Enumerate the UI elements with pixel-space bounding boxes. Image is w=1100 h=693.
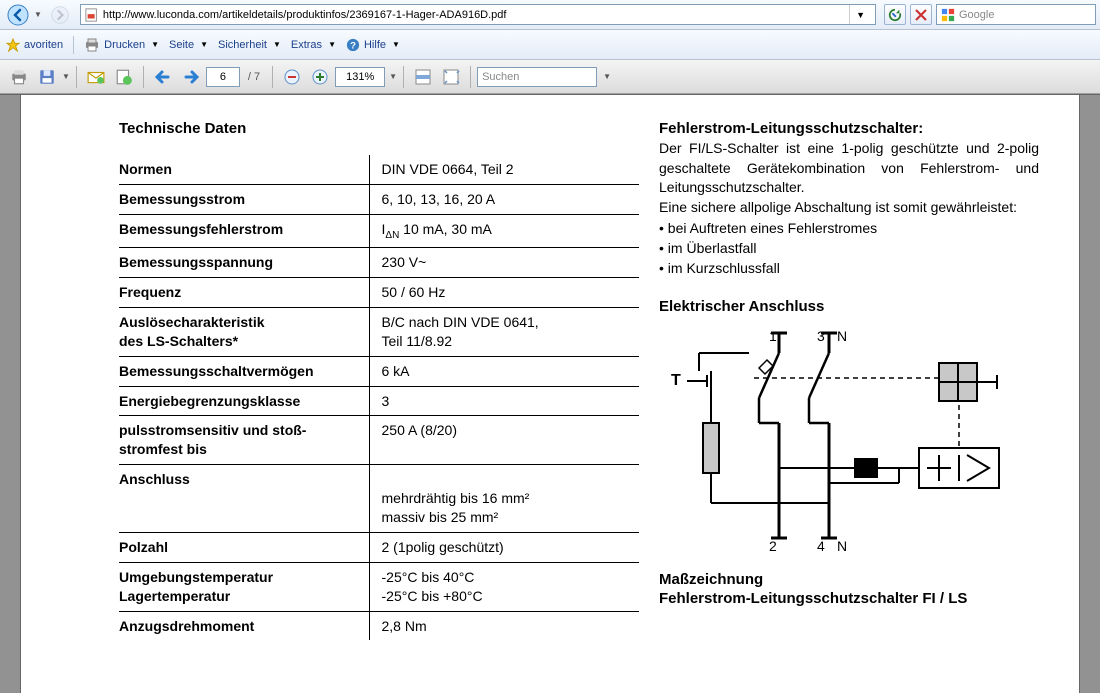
help-menu[interactable]: ? Hilfe▼ — [346, 38, 400, 52]
save-dropdown[interactable]: ▼ — [62, 72, 70, 81]
zoom-dropdown[interactable]: ▼ — [389, 72, 397, 81]
zoom-out-button[interactable] — [279, 64, 305, 90]
pdf-print-button[interactable] — [6, 64, 32, 90]
browser-search-box[interactable]: Google — [936, 4, 1096, 25]
table-row: Polzahl2 (1polig geschützt) — [119, 532, 639, 562]
svg-text:?: ? — [350, 40, 356, 51]
table-row: Bemessungsspannung230 V~ — [119, 248, 639, 278]
favorites-menu[interactable]: avoriten — [6, 38, 63, 52]
separator — [73, 36, 74, 54]
search-dropdown[interactable]: ▼ — [603, 72, 611, 81]
table-row: Auslösecharakteristikdes LS-Schalters*B/… — [119, 307, 639, 356]
browser-address-bar: ▼ ▼ Google — [0, 0, 1100, 30]
forward-button[interactable] — [46, 3, 74, 27]
dimension-subheading: Fehlerstrom-Leitungsschutzschalter FI / … — [659, 590, 1039, 607]
table-row: Frequenz50 / 60 Hz — [119, 277, 639, 307]
back-button[interactable] — [4, 3, 32, 27]
svg-text:4: 4 — [817, 538, 825, 553]
pdf-viewport[interactable]: Technische Daten NormenDIN VDE 0664, Tei… — [0, 94, 1100, 693]
svg-text:1: 1 — [769, 328, 777, 344]
zoom-in-button[interactable] — [307, 64, 333, 90]
browser-menu-bar: avoriten Drucken▼ Seite▼ Sicherheit▼ Ext… — [0, 30, 1100, 60]
table-row: pulsstromsensitiv und stoß-stromfest bis… — [119, 416, 639, 465]
svg-text:T: T — [671, 372, 681, 389]
bullet-list: • bei Auftreten eines Fehlerstromes • im… — [659, 219, 1039, 278]
table-row: Anzugsdrehmoment2,8 Nm — [119, 611, 639, 640]
rcbo-description-2: Eine sichere allpolige Abschaltung ist s… — [659, 198, 1039, 218]
refresh-button[interactable] — [884, 4, 906, 25]
svg-text:N: N — [837, 328, 847, 344]
star-icon — [6, 38, 20, 52]
pdf-attach-button[interactable] — [111, 64, 137, 90]
table-row: BemessungsfehlerstromIΔN 10 mA, 30 mA — [119, 214, 639, 247]
pdf-favicon-icon — [85, 8, 99, 22]
google-icon — [941, 8, 955, 22]
pdf-toolbar: ▼ / 7 ▼ Suchen ▼ — [0, 60, 1100, 94]
bullet-item: • im Überlastfall — [659, 239, 1039, 259]
fit-page-button[interactable] — [438, 64, 464, 90]
address-input-container[interactable]: ▼ — [80, 4, 876, 25]
safety-menu[interactable]: Sicherheit▼ — [218, 39, 281, 51]
tech-data-table: NormenDIN VDE 0664, Teil 2 Bemessungsstr… — [119, 155, 639, 640]
pdf-page: Technische Daten NormenDIN VDE 0664, Tei… — [20, 94, 1080, 693]
svg-text:2: 2 — [769, 538, 777, 553]
fit-width-button[interactable] — [410, 64, 436, 90]
help-icon: ? — [346, 38, 360, 52]
prev-page-button[interactable] — [150, 64, 176, 90]
bullet-item: • bei Auftreten eines Fehlerstromes — [659, 219, 1039, 239]
back-dropdown[interactable]: ▼ — [34, 10, 42, 19]
connection-heading: Elektrischer Anschluss — [659, 298, 1039, 315]
rcbo-description: Der FI/LS-Schalter ist eine 1-polig gesc… — [659, 139, 1039, 198]
page-menu[interactable]: Seite▼ — [169, 39, 208, 51]
pdf-save-button[interactable] — [34, 64, 60, 90]
table-row: Bemessungsstrom6, 10, 13, 16, 20 A — [119, 184, 639, 214]
stop-button[interactable] — [910, 4, 932, 25]
next-page-button[interactable] — [178, 64, 204, 90]
rcbo-heading: Fehlerstrom-Leitungsschutzschalter: — [659, 120, 1039, 137]
table-row: NormenDIN VDE 0664, Teil 2 — [119, 155, 639, 184]
page-number-input[interactable] — [206, 67, 240, 87]
print-menu[interactable]: Drucken▼ — [84, 37, 159, 53]
table-row: UmgebungstemperaturLagertemperatur-25°C … — [119, 562, 639, 611]
tech-data-heading: Technische Daten — [119, 120, 639, 137]
page-total-label: / 7 — [242, 71, 266, 83]
circuit-diagram: 1 3 N — [659, 323, 1019, 553]
search-provider-label: Google — [959, 9, 994, 21]
address-history-dropdown[interactable]: ▼ — [849, 5, 871, 24]
bullet-item: • im Kurzschlussfall — [659, 259, 1039, 279]
table-row: Anschlussmehrdrähtig bis 16 mm²massiv bi… — [119, 465, 639, 533]
zoom-input[interactable] — [335, 67, 385, 87]
technical-data-section: Technische Daten NormenDIN VDE 0664, Tei… — [119, 120, 639, 693]
printer-icon — [84, 37, 100, 53]
dimension-heading: Maßzeichnung — [659, 571, 1039, 588]
svg-text:3: 3 — [817, 328, 825, 344]
extras-menu[interactable]: Extras▼ — [291, 39, 336, 51]
svg-text:N: N — [837, 538, 847, 553]
table-row: Energiebegrenzungsklasse3 — [119, 386, 639, 416]
table-row: Bemessungsschaltvermögen6 kA — [119, 356, 639, 386]
address-input[interactable] — [103, 9, 845, 21]
pdf-search-input[interactable]: Suchen — [477, 67, 597, 87]
description-section: Fehlerstrom-Leitungsschutzschalter: Der … — [659, 120, 1039, 693]
pdf-email-button[interactable] — [83, 64, 109, 90]
